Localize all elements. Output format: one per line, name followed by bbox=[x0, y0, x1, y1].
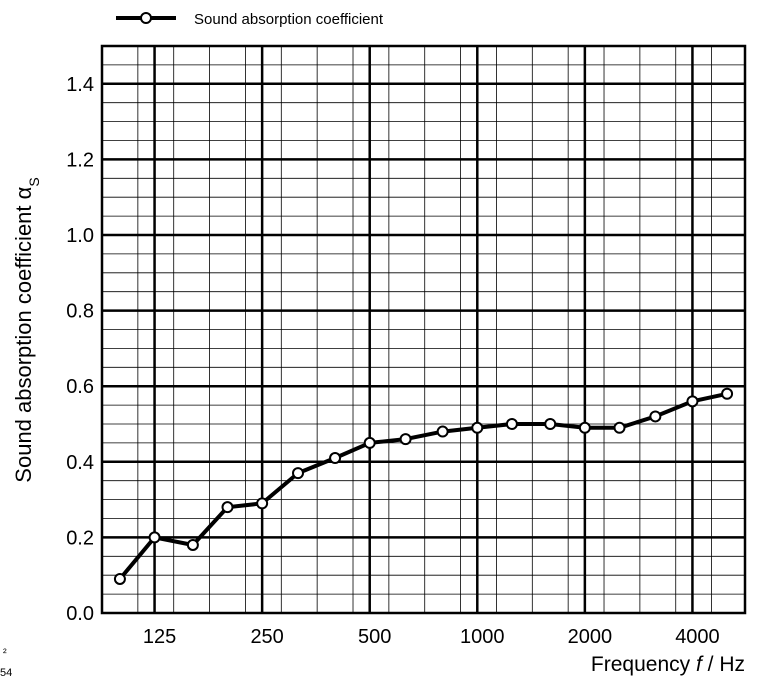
x-axis-label-italic: f bbox=[696, 653, 704, 676]
data-point bbox=[436, 425, 449, 438]
x-tick-label: 125 bbox=[143, 626, 176, 648]
y-tick-label: 0.4 bbox=[66, 452, 94, 474]
data-point bbox=[686, 395, 699, 408]
stray-mark-number: 54 bbox=[0, 667, 12, 679]
data-point bbox=[329, 452, 342, 465]
x-tick-label: 1000 bbox=[460, 626, 505, 648]
data-point bbox=[292, 467, 305, 480]
x-tick-label: 500 bbox=[358, 626, 391, 648]
y-tick-label: 0.8 bbox=[66, 301, 94, 323]
data-point bbox=[256, 497, 269, 510]
x-tick-labels: 125 250 500 1000 2000 4000 bbox=[143, 626, 720, 648]
y-tick-label: 1.0 bbox=[66, 225, 94, 247]
data-point bbox=[721, 387, 734, 400]
x-tick-label: 4000 bbox=[675, 626, 720, 648]
data-point bbox=[113, 572, 126, 585]
y-tick-label: 0.6 bbox=[66, 376, 94, 398]
y-tick-label: 0.0 bbox=[66, 603, 94, 625]
y-axis-label-subscript: S bbox=[26, 177, 42, 186]
data-point bbox=[613, 421, 626, 434]
legend-marker bbox=[140, 12, 152, 24]
y-axis-label-main: Sound absorption coefficient α bbox=[11, 186, 36, 482]
y-tick-label: 1.2 bbox=[66, 149, 94, 171]
stray-mark-superscript: ² bbox=[3, 647, 7, 659]
x-axis-label-suffix: / Hz bbox=[702, 653, 745, 676]
legend: Sound absorption coefficient bbox=[116, 11, 384, 28]
series-layer bbox=[113, 387, 734, 585]
data-point bbox=[544, 418, 557, 430]
data-point bbox=[221, 501, 234, 514]
data-point bbox=[578, 421, 591, 434]
data-point bbox=[363, 436, 376, 449]
legend-label: Sound absorption coefficient bbox=[194, 11, 384, 28]
plot-frame bbox=[100, 44, 747, 615]
x-tick-label: 250 bbox=[250, 626, 283, 648]
grid-major bbox=[102, 46, 745, 613]
data-point bbox=[186, 538, 199, 551]
y-tick-label: 0.2 bbox=[66, 527, 94, 549]
x-tick-label: 2000 bbox=[568, 626, 613, 648]
data-point bbox=[471, 421, 484, 434]
data-point bbox=[148, 531, 161, 544]
data-point bbox=[399, 433, 412, 446]
data-point bbox=[649, 410, 662, 423]
grid-minor bbox=[102, 46, 745, 613]
y-axis-label: Sound absorption coefficient αS bbox=[11, 177, 42, 482]
y-tick-label: 1.4 bbox=[66, 74, 94, 96]
series-line bbox=[118, 391, 728, 581]
x-axis-label: Frequency f / Hz bbox=[591, 653, 745, 676]
data-point bbox=[505, 418, 518, 430]
x-axis-label-prefix: Frequency bbox=[591, 653, 696, 676]
y-tick-labels: 0.0 0.2 0.4 0.6 0.8 1.0 1.2 1.4 bbox=[66, 74, 94, 625]
